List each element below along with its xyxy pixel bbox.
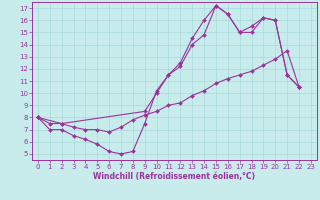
X-axis label: Windchill (Refroidissement éolien,°C): Windchill (Refroidissement éolien,°C) <box>93 172 255 181</box>
